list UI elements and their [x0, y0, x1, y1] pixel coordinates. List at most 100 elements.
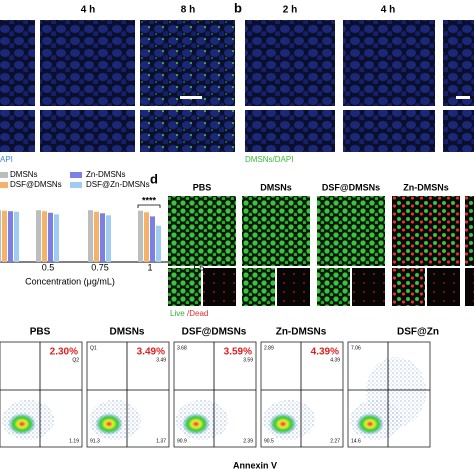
panel-label: b	[234, 0, 242, 15]
stain-label: Live	[170, 309, 185, 318]
apoptosis-percent: 4.39%	[311, 347, 339, 358]
bar	[150, 216, 155, 262]
scatter-density	[8, 413, 36, 435]
x-axis-title: Concentration (μg/mL)	[25, 276, 115, 286]
bar	[48, 212, 53, 262]
scale-bar	[180, 96, 202, 99]
group-label: PBS	[193, 182, 212, 192]
scatter-density	[182, 413, 210, 435]
quadrant-value: 2.27	[330, 438, 340, 444]
micrograph	[317, 268, 350, 306]
panel-label: d	[150, 171, 158, 186]
scatter-cloud	[366, 357, 426, 427]
micrograph	[40, 20, 135, 106]
bar	[94, 211, 99, 262]
x-tick-label: 0.75	[91, 262, 109, 272]
bar	[36, 210, 41, 262]
quadrant-value: 3.59	[243, 357, 253, 363]
group-label: Zn-DMSNs	[403, 182, 449, 192]
quadrant-value: 90.5	[264, 438, 274, 444]
stain-label: DMSNs/DAPI	[245, 155, 293, 164]
quadrant-value: 1.19	[69, 438, 79, 444]
legend-label: DMSNs	[10, 170, 38, 179]
plot-title: DMSNs	[109, 327, 144, 338]
micrograph	[343, 20, 435, 106]
stain-label: /Dead	[187, 309, 208, 318]
scale-bar	[456, 96, 470, 99]
micrograph	[140, 110, 235, 152]
x-tick-label: 1.5	[192, 262, 205, 272]
micrograph	[427, 268, 460, 306]
micrograph	[40, 110, 135, 152]
group-label: DMSNs	[260, 182, 292, 192]
bar	[2, 210, 7, 262]
micrograph	[465, 196, 474, 266]
quadrant-value: Q2	[72, 357, 79, 363]
x-tick-label: 1	[147, 262, 152, 272]
quadrant-value: 2.39	[243, 438, 253, 444]
group-label: DSF@DMSNs	[322, 182, 380, 192]
legend-swatch	[70, 172, 82, 178]
bar	[14, 211, 19, 262]
bar	[100, 213, 105, 262]
quadrant-value: 7.06	[351, 345, 361, 351]
micrograph	[392, 268, 425, 306]
micrograph	[352, 268, 385, 306]
micrograph	[317, 196, 385, 266]
micrograph	[140, 20, 235, 106]
x-tick-label: 0.5	[42, 262, 55, 272]
quadrant-value: 14.6	[351, 438, 361, 444]
legend-swatch	[70, 182, 82, 188]
bar	[8, 211, 13, 262]
micrograph	[392, 196, 460, 266]
bar	[138, 210, 143, 262]
micrograph	[343, 110, 435, 152]
micrograph	[0, 110, 35, 152]
quadrant-value: 4.39	[330, 357, 340, 363]
stain-label: API	[0, 155, 13, 164]
scatter-density	[95, 413, 123, 435]
micrograph	[245, 110, 335, 152]
legend-swatch	[0, 182, 8, 188]
bar	[144, 212, 149, 262]
sig-bracket	[137, 204, 161, 208]
legend-label: DSF@Zn-DMSNs	[86, 180, 150, 189]
bar	[156, 225, 161, 262]
micrograph	[443, 110, 474, 152]
micrograph	[245, 20, 335, 106]
legend-swatch	[0, 172, 8, 178]
plot-title: DSF@DMSNs	[182, 327, 247, 338]
micrograph	[242, 268, 275, 306]
bar	[106, 215, 111, 262]
x-axis-title: Annexin V	[233, 460, 277, 470]
micrograph	[168, 268, 201, 306]
quadrant-value: 90.9	[177, 438, 187, 444]
time-label: 4 h	[81, 5, 95, 16]
apoptosis-percent: 2.30%	[50, 347, 78, 358]
bar	[88, 210, 93, 262]
plot-title: PBS	[30, 327, 51, 338]
quadrant-value: 1.37	[156, 438, 166, 444]
legend-label: DSF@DMSNs	[10, 180, 62, 189]
micrograph	[203, 268, 236, 306]
bar	[42, 211, 47, 262]
micrograph	[0, 20, 35, 106]
time-label: 8 h	[181, 5, 195, 16]
quadrant-value: 91.3	[90, 438, 100, 444]
plot-title: DSF@Zn	[397, 327, 439, 338]
plot-title: Zn-DMSNs	[276, 327, 327, 338]
bar	[54, 214, 59, 262]
quadrant-value: Q1	[90, 345, 97, 351]
micrograph	[465, 268, 474, 306]
time-label: 2 h	[283, 5, 297, 16]
scatter-density	[269, 413, 297, 435]
quadrant-value: 3.68	[177, 345, 187, 351]
micrograph	[168, 196, 236, 266]
legend-label: Zn-DMSNs	[86, 170, 126, 179]
apoptosis-percent: 3.49%	[137, 347, 165, 358]
micrograph	[242, 196, 310, 266]
micrograph	[277, 268, 310, 306]
quadrant-value: 2.89	[264, 345, 274, 351]
